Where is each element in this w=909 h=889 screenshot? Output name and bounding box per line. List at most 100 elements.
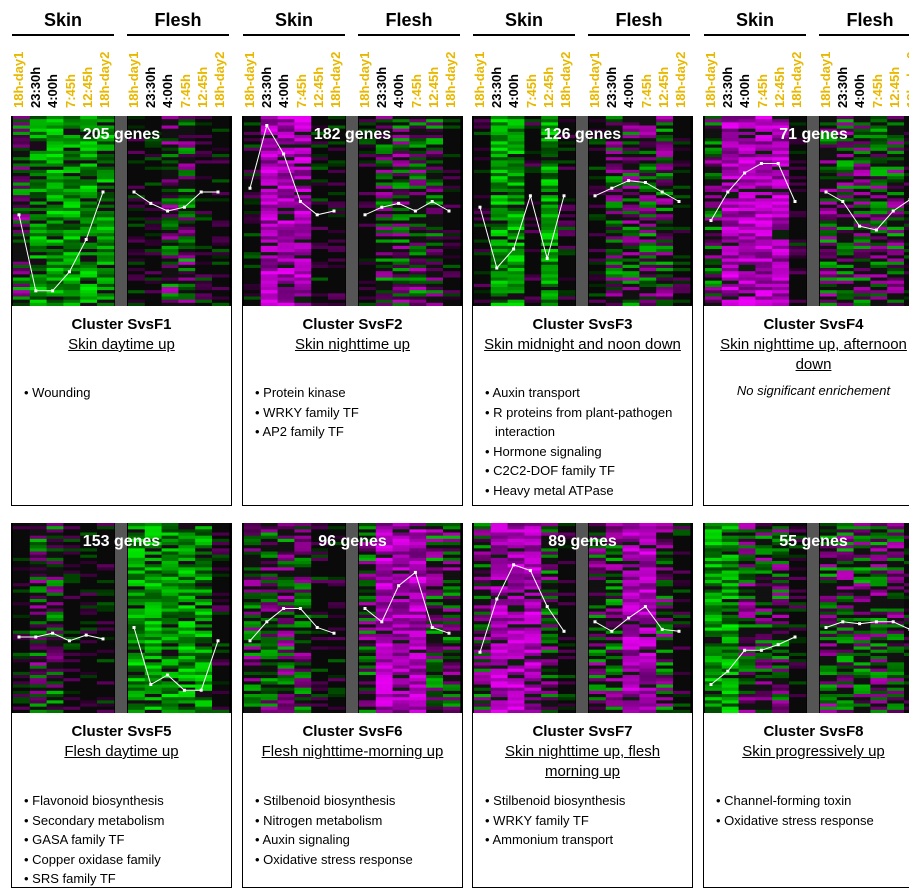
- heat-cell: [409, 678, 427, 682]
- heat-cell: [622, 283, 640, 288]
- heat-cell: [789, 293, 807, 297]
- heat-cell: [328, 675, 346, 679]
- heat-cell: [409, 261, 427, 266]
- heat-cell: [392, 185, 410, 190]
- heat-cell: [443, 602, 461, 606]
- heat-cell: [63, 287, 81, 291]
- heat-cell: [46, 557, 64, 562]
- heat-cell: [887, 157, 905, 161]
- heat-cell: [853, 188, 871, 193]
- heat-cell: [29, 255, 48, 259]
- heat-cell: [244, 659, 262, 663]
- heat-cell: [178, 255, 196, 259]
- heat-cell: [887, 185, 905, 190]
- heat-cell: [277, 684, 295, 689]
- heat-cell: [128, 605, 146, 609]
- heat-cell: [212, 233, 230, 237]
- heat-cell: [244, 169, 262, 174]
- heat-cell: [589, 290, 607, 294]
- heat-cell: [375, 665, 394, 670]
- heat-cell: [128, 271, 146, 275]
- heat-cell: [524, 220, 542, 225]
- heat-cell: [904, 150, 909, 155]
- heat-cell: [80, 573, 98, 578]
- heat-cell: [853, 204, 871, 209]
- heat-cell: [212, 226, 230, 231]
- heat-cell: [63, 150, 81, 155]
- heat-cell: [294, 649, 312, 654]
- heat-cell: [820, 245, 838, 250]
- heat-cell: [328, 586, 346, 590]
- heat-cell: [97, 290, 115, 294]
- heat-cell: [589, 287, 607, 291]
- heat-cell: [507, 640, 525, 644]
- heat-cell: [887, 122, 905, 126]
- heat-cell: [97, 694, 115, 698]
- heat-cell: [639, 261, 657, 266]
- heat-cell: [507, 128, 525, 133]
- heat-cell: [558, 561, 576, 565]
- heat-cell: [853, 163, 871, 168]
- heat-cell: [328, 627, 346, 632]
- heat-cell: [474, 198, 492, 202]
- heat-cell: [507, 675, 525, 679]
- heat-cell: [392, 119, 410, 123]
- heat-cell: [392, 573, 410, 578]
- heat-cell: [46, 538, 64, 543]
- heat-cell: [161, 583, 179, 587]
- heat-cell: [490, 665, 509, 670]
- heat-cell: [558, 236, 576, 240]
- heat-cell: [589, 223, 607, 228]
- heat-cell: [589, 154, 607, 158]
- heat-cell: [474, 703, 492, 708]
- heat-cell: [789, 122, 807, 126]
- heat-cell: [443, 529, 461, 533]
- heat-cell: [260, 299, 279, 304]
- heat-cell: [721, 195, 740, 199]
- heat-cell: [178, 656, 196, 660]
- heat-cell: [46, 122, 64, 126]
- heat-cell: [144, 624, 163, 628]
- heat-cell: [277, 299, 295, 304]
- heat-cell: [507, 166, 525, 171]
- heat-cell: [639, 223, 657, 228]
- heat-cell: [375, 608, 394, 613]
- heat-cell: [870, 163, 888, 168]
- heat-cell: [426, 678, 444, 682]
- heat-cell: [507, 592, 525, 597]
- skin-profile-point: [282, 607, 286, 610]
- heat-cell: [755, 264, 773, 269]
- heat-cell: [29, 226, 48, 231]
- heat-cell: [541, 618, 559, 622]
- heat-cell: [375, 570, 394, 575]
- heat-cell: [490, 532, 509, 537]
- heat-cell: [359, 580, 377, 584]
- heat-cell: [128, 687, 146, 692]
- heat-cell: [541, 649, 559, 654]
- heat-cell: [144, 125, 163, 130]
- heat-cell: [359, 157, 377, 161]
- heat-cell: [605, 532, 624, 537]
- heat-cell: [589, 700, 607, 704]
- bullet-icon: •: [255, 404, 264, 420]
- heat-cell: [161, 586, 179, 590]
- heat-cell: [144, 602, 163, 606]
- heat-cell: [13, 532, 31, 537]
- heat-cell: [589, 618, 607, 622]
- heat-cell: [294, 595, 312, 600]
- flesh-profile-point: [397, 201, 401, 205]
- heat-cell: [277, 223, 295, 228]
- heat-cell: [97, 258, 115, 263]
- heat-cell: [46, 242, 64, 247]
- heat-cell: [789, 198, 807, 202]
- heat-cell: [375, 586, 394, 590]
- heat-cell: [212, 217, 230, 221]
- heat-cell: [443, 662, 461, 666]
- heat-cell: [772, 169, 790, 174]
- heat-cell: [409, 188, 427, 193]
- heat-cell: [97, 147, 115, 152]
- heat-cell: [558, 245, 576, 250]
- heat-cell: [178, 611, 196, 616]
- heat-cell: [161, 271, 179, 275]
- heat-cell: [392, 605, 410, 609]
